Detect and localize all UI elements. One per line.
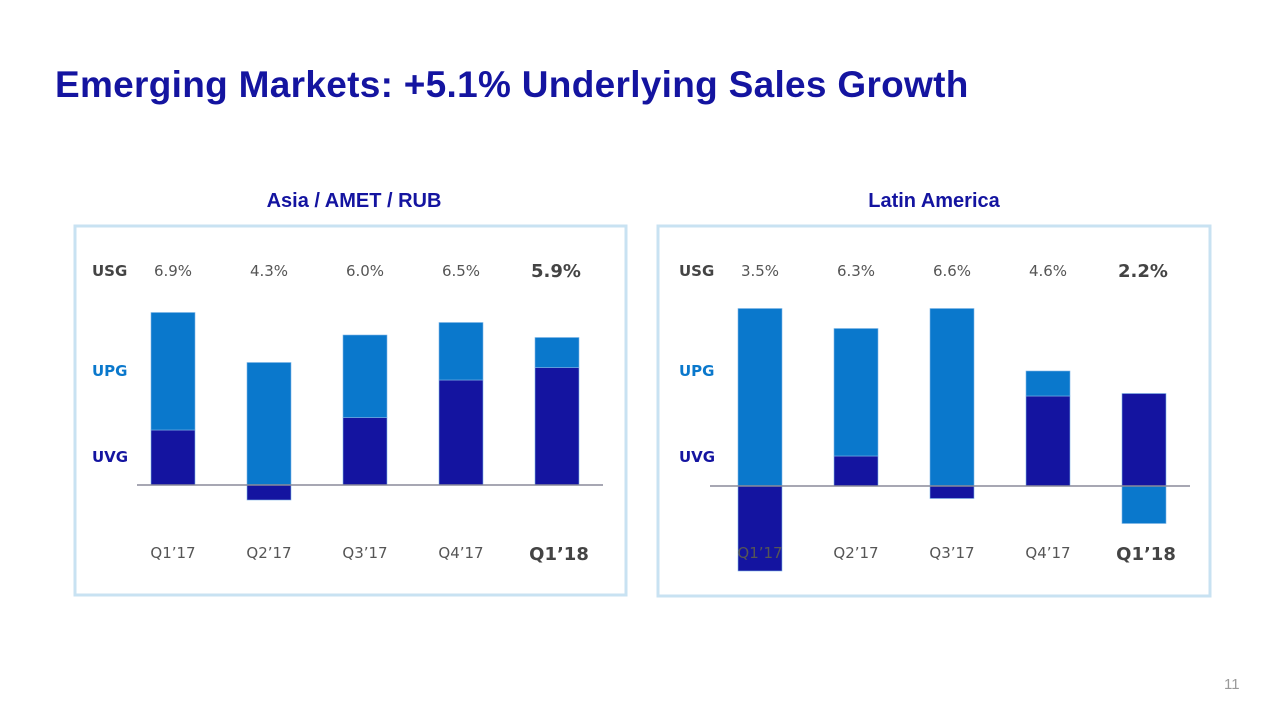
slide-title: Emerging Markets: +5.1% Underlying Sales… [55, 64, 969, 105]
uvg-legend-label: UVG [92, 448, 128, 466]
chart-panel-frame [656, 224, 1212, 598]
bar-uvg [534, 367, 580, 486]
x-tick-label: Q1’18 [529, 544, 589, 565]
x-tick-label: Q3’17 [342, 544, 387, 562]
usg-row-label: USG [92, 262, 127, 280]
usg-row-label: USG [679, 262, 714, 280]
usg-value: 5.9% [531, 261, 581, 282]
bar-upg [438, 322, 484, 381]
x-tick-label: Q1’17 [150, 544, 195, 562]
bar-uvg [1121, 393, 1167, 487]
bar-uvg [438, 379, 484, 486]
usg-value: 6.3% [837, 262, 875, 280]
page-number: 11 [1224, 676, 1240, 693]
usg-value: 4.3% [250, 262, 288, 280]
bar-upg [1025, 370, 1071, 397]
upg-legend-label: UPG [92, 362, 128, 380]
x-tick-label: Q2’17 [246, 544, 291, 562]
bar-upg [534, 337, 580, 368]
usg-value: 6.5% [442, 262, 480, 280]
bar-uvg [342, 417, 388, 486]
chart-title: Asia / AMET / RUB [267, 190, 442, 212]
bar-upg [342, 334, 388, 418]
usg-value: 4.6% [1029, 262, 1067, 280]
x-tick-label: Q3’17 [929, 544, 974, 562]
x-tick-label: Q1’17 [737, 544, 782, 562]
bar-uvg [737, 485, 783, 572]
bar-uvg [929, 485, 975, 499]
bar-upg [246, 362, 292, 486]
usg-value: 6.9% [154, 262, 192, 280]
x-tick-label: Q2’17 [833, 544, 878, 562]
usg-value: 6.0% [346, 262, 384, 280]
bar-upg [737, 308, 783, 487]
x-tick-label: Q4’17 [438, 544, 483, 562]
bar-uvg [246, 484, 292, 501]
usg-value: 6.6% [933, 262, 971, 280]
usg-value: 2.2% [1118, 261, 1168, 282]
x-tick-label: Q1’18 [1116, 544, 1176, 565]
chart-title: Latin America [868, 190, 1000, 212]
bar-uvg [150, 429, 196, 486]
upg-legend-label: UPG [679, 362, 715, 380]
usg-value: 3.5% [741, 262, 779, 280]
bar-upg [1121, 485, 1167, 524]
bar-upg [833, 328, 879, 457]
chart-panel-frame [73, 224, 628, 597]
bar-upg [929, 308, 975, 487]
uvg-legend-label: UVG [679, 448, 715, 466]
x-tick-label: Q4’17 [1025, 544, 1070, 562]
bar-uvg [1025, 395, 1071, 487]
bar-uvg [833, 455, 879, 487]
bar-upg [150, 312, 196, 431]
